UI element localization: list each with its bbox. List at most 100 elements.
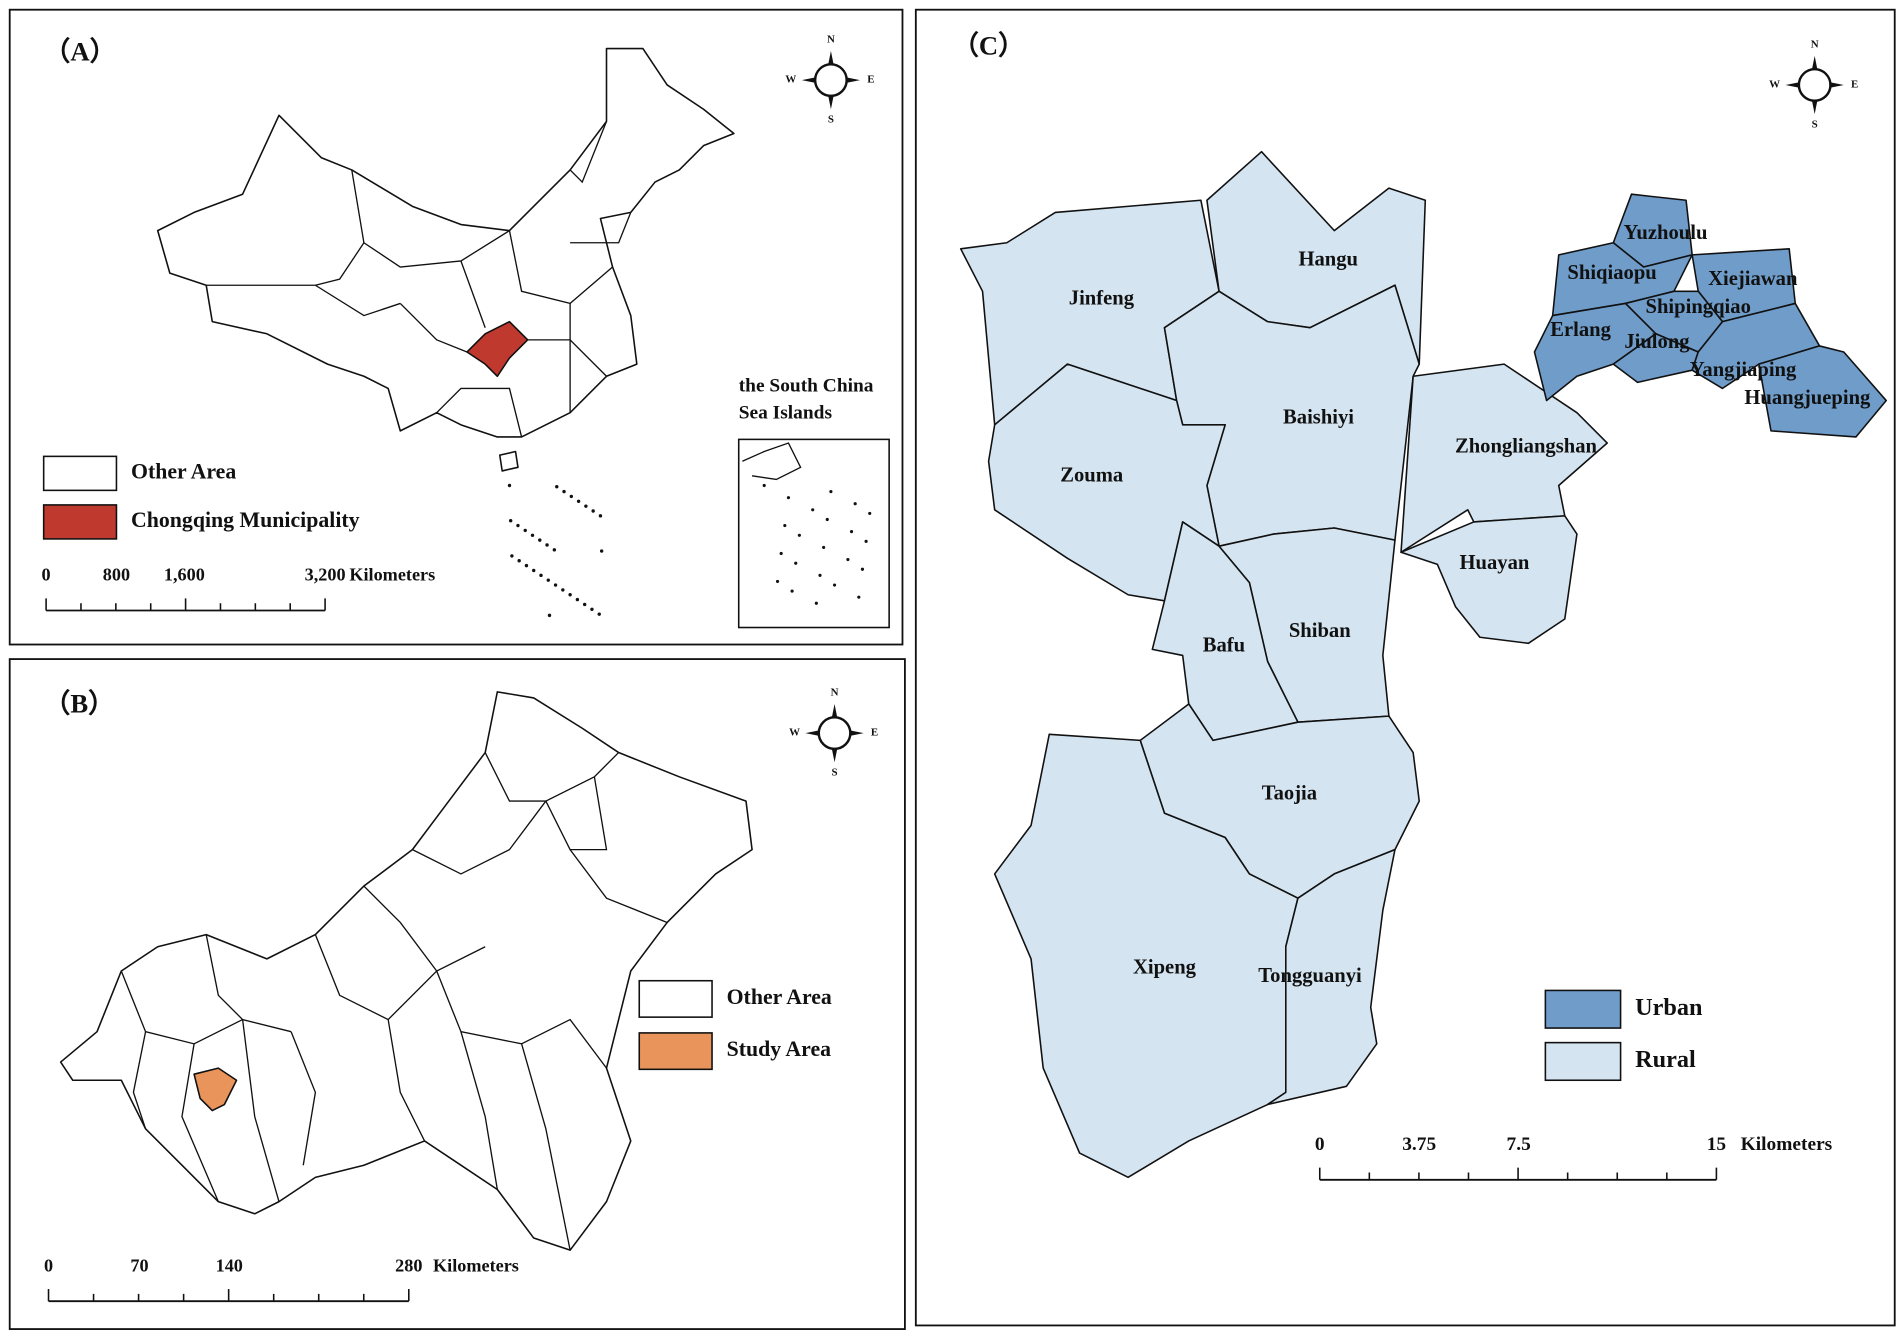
township-label: Erlang bbox=[1550, 319, 1611, 341]
panel-label: （A） bbox=[44, 37, 117, 67]
township-area bbox=[1266, 848, 1396, 1106]
township-area bbox=[1400, 515, 1578, 645]
island-dot bbox=[546, 578, 550, 582]
scale-label: 800 bbox=[103, 565, 130, 585]
compass-e: E bbox=[1851, 78, 1858, 90]
township-label: Yuzhoulu bbox=[1623, 222, 1707, 244]
compass-ring bbox=[813, 63, 848, 98]
scale-unit: Kilometers bbox=[1741, 1134, 1833, 1155]
township-label: Jiulong bbox=[1624, 331, 1690, 353]
district-border bbox=[181, 1043, 219, 1202]
scale-unit: Kilometers bbox=[349, 565, 435, 585]
district-border bbox=[436, 970, 608, 1069]
compass-ring bbox=[817, 716, 852, 751]
island-dot bbox=[582, 602, 587, 607]
island-dot bbox=[530, 533, 535, 537]
inset-dot bbox=[775, 579, 780, 583]
compass-n: N bbox=[831, 687, 839, 699]
scale-label: 1,600 bbox=[164, 565, 205, 585]
province-border bbox=[460, 260, 486, 328]
township-label: Shipingqiao bbox=[1646, 296, 1751, 318]
inset-dot bbox=[790, 589, 794, 593]
district-border bbox=[205, 934, 244, 1021]
province-border bbox=[206, 284, 401, 317]
legend-swatch bbox=[42, 455, 118, 492]
compass-e: E bbox=[871, 727, 878, 739]
panel-c-frame bbox=[914, 8, 1896, 1327]
legend-label: Urban bbox=[1635, 994, 1703, 1021]
inset-dot bbox=[832, 583, 837, 587]
island-dot bbox=[561, 588, 565, 592]
district-border bbox=[570, 776, 608, 851]
island-dot bbox=[508, 519, 513, 523]
township-label: Huangjueping bbox=[1744, 387, 1871, 409]
district-border bbox=[545, 800, 668, 924]
inset-coast bbox=[742, 442, 802, 481]
district-border bbox=[387, 1019, 426, 1142]
compass-s: S bbox=[832, 767, 838, 779]
township-label: Shiban bbox=[1289, 620, 1351, 642]
province-border bbox=[315, 242, 365, 286]
inset-dot bbox=[814, 601, 818, 605]
district-border bbox=[290, 1031, 317, 1166]
township-area bbox=[1758, 345, 1888, 438]
legend-label: Chongqing Municipality bbox=[131, 508, 360, 532]
inset-dot bbox=[779, 551, 783, 556]
compass-w: W bbox=[1769, 78, 1780, 90]
inset-dot bbox=[825, 517, 829, 522]
chongqing-area bbox=[466, 320, 529, 378]
compass-n: N bbox=[1811, 38, 1819, 50]
inset-dot bbox=[822, 545, 826, 549]
compass-e: E bbox=[867, 74, 874, 86]
compass-s: S bbox=[1812, 119, 1818, 131]
compass-s: S bbox=[828, 114, 834, 126]
inset-dot bbox=[797, 533, 801, 537]
island-dot bbox=[562, 489, 566, 494]
township-label: Xipeng bbox=[1133, 956, 1197, 978]
inset-dot bbox=[829, 489, 833, 494]
inset-dot bbox=[762, 483, 766, 488]
panel-b-frame bbox=[8, 658, 906, 1330]
legend-swatch bbox=[1544, 1041, 1622, 1082]
island-dot bbox=[523, 528, 527, 533]
township-label: Zouma bbox=[1060, 465, 1123, 487]
panel-label: （C） bbox=[952, 31, 1025, 61]
inset-dot bbox=[868, 511, 872, 516]
inset-dot bbox=[811, 508, 815, 512]
island-dot bbox=[524, 563, 529, 568]
legend-label: Study Area bbox=[727, 1037, 832, 1061]
legend-swatch bbox=[638, 979, 713, 1018]
island-dot bbox=[591, 509, 595, 513]
island-dot bbox=[576, 499, 581, 503]
inset-dot bbox=[794, 561, 798, 565]
compass-w: W bbox=[785, 74, 796, 86]
panel-a-frame bbox=[8, 8, 904, 646]
island-dot bbox=[510, 554, 514, 558]
inset-frame bbox=[737, 438, 890, 629]
china-outline bbox=[156, 47, 735, 438]
island-dot bbox=[517, 559, 521, 563]
district-border bbox=[520, 1043, 571, 1251]
township-label: Jinfeng bbox=[1069, 288, 1135, 310]
island-dot bbox=[555, 485, 559, 489]
scale-label: 15 bbox=[1707, 1134, 1726, 1155]
inset-dot bbox=[849, 530, 854, 534]
hainan bbox=[498, 450, 519, 472]
scale-label: 0 bbox=[1315, 1134, 1325, 1155]
island-dot bbox=[507, 483, 512, 488]
inset-dot bbox=[818, 573, 822, 577]
district-border bbox=[412, 800, 547, 875]
inset-dot bbox=[853, 502, 857, 506]
township-label: Hangu bbox=[1298, 249, 1358, 271]
township-label: Huayan bbox=[1460, 552, 1530, 574]
legend-label: Other Area bbox=[131, 459, 236, 483]
township-label: Taojia bbox=[1262, 783, 1317, 805]
island-dot bbox=[598, 514, 603, 518]
district-border bbox=[460, 1031, 498, 1190]
township-label: Zhongliangshan bbox=[1455, 436, 1598, 458]
scale-label: 70 bbox=[130, 1255, 148, 1275]
inset-dot bbox=[860, 567, 865, 571]
study-area bbox=[193, 1067, 238, 1112]
scale-label: 3,200 bbox=[305, 565, 346, 585]
